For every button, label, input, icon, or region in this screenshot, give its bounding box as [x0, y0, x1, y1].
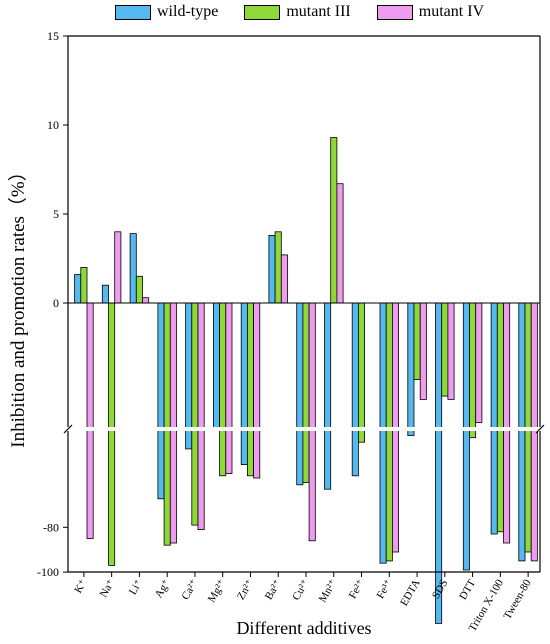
x-axis-label: Different additives	[236, 618, 371, 638]
y-tick-label-3: 0	[53, 296, 59, 310]
bar-wild-type-3	[157, 302, 165, 500]
bar-wild-type-7	[268, 234, 276, 304]
legend-swatch-wild-type	[115, 4, 151, 20]
bar-mutant-iv-14	[475, 302, 483, 423]
legend-swatch-mutant-iii	[244, 4, 281, 20]
x-tick-label-1: Na⁺	[98, 577, 118, 599]
bar-mutant-iii-10	[357, 302, 365, 443]
bar-wild-type-16	[518, 302, 526, 562]
x-tick-label-7: Ba²⁺	[263, 577, 284, 602]
bar-mutant-iii-6	[246, 302, 254, 477]
x-tick-label-11: Fe³⁺	[374, 577, 395, 601]
bar-mutant-iv-8	[308, 302, 316, 542]
bar-wild-type-2	[129, 233, 137, 304]
bar-wild-type-12	[407, 302, 415, 436]
x-tick-label-8: Cu²⁺	[290, 577, 311, 602]
x-tick-label-0: K⁺	[72, 577, 89, 595]
bar-mutant-iii-9	[330, 137, 338, 304]
bar-mutant-iv-5	[225, 302, 233, 475]
bar-wild-type-9	[324, 302, 332, 490]
legend-label-mutant-iii: mutant III	[286, 3, 351, 20]
legend-item-wild-type: wild-type	[115, 3, 218, 21]
bar-mutant-iii-3	[163, 302, 171, 546]
legend-label-wild-type: wild-type	[157, 3, 219, 20]
bar-mutant-iii-14	[469, 302, 477, 439]
bar-wild-type-13	[435, 302, 443, 624]
bar-mutant-iv-3	[169, 302, 177, 544]
x-tick-label-14: DTT	[457, 577, 478, 602]
y-ticks: -100-80-20051015	[37, 29, 68, 579]
bar-mutant-iii-15	[496, 302, 504, 533]
bar-mutant-iv-12	[419, 302, 427, 400]
bar-wild-type-10	[351, 302, 359, 477]
bar-mutant-iii-8	[302, 302, 310, 483]
bar-mutant-iv-15	[503, 302, 511, 544]
bar-mutant-iii-12	[413, 302, 421, 380]
y-tick-label-5: 10	[47, 118, 59, 132]
axis-break-mark-right	[535, 424, 545, 434]
bar-wild-type-6	[240, 302, 248, 466]
bar-wild-type-15	[490, 302, 498, 535]
x-tick-label-6: Zn²⁺	[235, 577, 256, 602]
bar-mutant-iii-1	[108, 302, 116, 566]
bar-mutant-iv-1	[114, 231, 122, 304]
bars-layer	[74, 137, 538, 624]
x-tick-label-16: Tween-80	[501, 577, 534, 621]
y-tick-label-4: 5	[53, 207, 59, 221]
bar-mutant-iv-13	[447, 302, 455, 400]
bar-wild-type-11	[379, 302, 387, 564]
y-tick-label-0: -100	[37, 565, 59, 579]
bar-mutant-iii-2	[135, 275, 143, 304]
axis-break-gap	[60, 427, 548, 431]
bar-mutant-iv-6	[253, 302, 261, 479]
bar-mutant-iii-7	[274, 231, 282, 304]
y-axis-label: Inhibition and promotion rates（%）	[7, 162, 29, 447]
x-tick-label-9: Mn²⁺	[317, 577, 340, 604]
legend-label-mutant-iv: mutant IV	[418, 3, 485, 20]
legend-item-mutant-iii: mutant III	[244, 3, 351, 21]
bar-mutant-iv-7	[280, 254, 288, 304]
bar-mutant-iii-4	[191, 302, 199, 526]
legend-item-mutant-iv: mutant IV	[376, 3, 485, 21]
y-tick-label-6: 15	[47, 29, 59, 43]
legend-swatch-mutant-iv	[376, 4, 413, 20]
x-tick-label-12: EDTA	[398, 577, 423, 608]
bar-mutant-iv-9	[336, 183, 344, 304]
axis-break-mark-left	[63, 424, 73, 434]
bar-mutant-iii-0	[80, 266, 88, 304]
x-tick-label-10: Fe²⁺	[347, 577, 368, 601]
bar-wild-type-1	[101, 284, 109, 304]
bar-wild-type-14	[462, 302, 470, 571]
bar-wild-type-0	[74, 274, 82, 304]
bar-mutant-iv-4	[197, 302, 205, 531]
y-tick-label-1: -80	[43, 520, 59, 534]
bar-wild-type-8	[296, 302, 304, 486]
x-tick-label-2: Li⁺	[127, 577, 145, 597]
bar-mutant-iv-2	[142, 297, 150, 304]
bar-mutant-iii-11	[385, 302, 393, 562]
x-tick-label-3: Ag⁺	[153, 577, 173, 600]
x-tick-label-13: SDS	[430, 578, 450, 601]
bar-wild-type-5	[212, 302, 220, 428]
x-tick-label-5: Mg²⁺	[206, 577, 229, 604]
bar-mutant-iii-5	[219, 302, 227, 477]
bar-mutant-iii-13	[441, 302, 449, 397]
x-tick-label-4: Ca²⁺	[179, 577, 200, 602]
legend: wild-type mutant III mutant IV	[115, 3, 484, 21]
bar-mutant-iv-0	[86, 302, 94, 539]
